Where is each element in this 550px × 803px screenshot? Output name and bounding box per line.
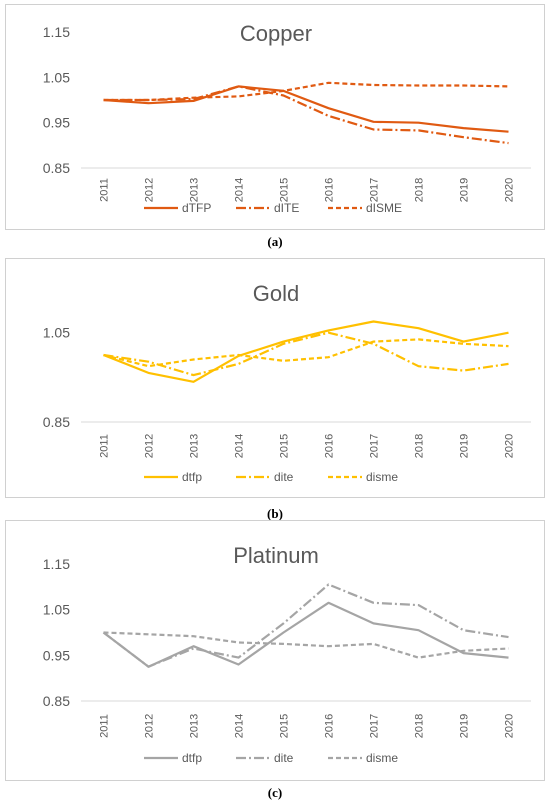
series-line-dISME [103, 81, 509, 102]
caption-a: (a) [267, 234, 283, 249]
chart-panel-gold: Gold 1.05 0.85 2011 2012 2013 2014 2015 2016 2017… [5, 258, 545, 498]
legend-item-dite: dite [236, 751, 294, 765]
copper-chart: Copper 1.15 1.05 0.95 0.85 2011 2012 2013 2014 20… [43, 21, 531, 215]
x-tick-label: 2012 [144, 178, 156, 202]
legend-label: dISME [366, 201, 402, 215]
legend-label: dite [274, 751, 294, 765]
series-line-disme [103, 631, 509, 659]
legend-item-disme: disme [328, 470, 398, 484]
x-tick-label: 2013 [189, 178, 201, 202]
legend-label: dITE [274, 201, 299, 215]
x-tick-label: 2016 [324, 714, 336, 738]
legend-item-dtfp: dtfp [144, 751, 202, 765]
x-tick-label: 2017 [369, 714, 381, 738]
legend-item-dITE: dITE [236, 201, 299, 215]
legend-label: dTFP [182, 201, 211, 215]
x-tick-label: 2011 [99, 714, 111, 738]
x-tick-label: 2017 [369, 434, 381, 458]
x-tick-label: 2017 [369, 178, 381, 202]
x-tick-label: 2013 [189, 714, 201, 738]
legend-item-dTFP: dTFP [144, 201, 211, 215]
chart-title: Copper [240, 21, 312, 46]
y-tick-label: 0.95 [43, 647, 70, 663]
y-tick-label: 1.05 [43, 602, 70, 618]
legend-label: disme [366, 751, 398, 765]
series-line-dTFP [103, 85, 509, 133]
caption-b: (b) [267, 506, 283, 521]
x-tick-label: 2014 [234, 434, 246, 458]
x-tick-label: 2012 [144, 714, 156, 738]
x-tick-label: 2018 [414, 714, 426, 738]
x-tick-label: 2013 [189, 434, 201, 458]
y-tick-label: 1.15 [43, 24, 70, 40]
x-tick-label: 2019 [459, 178, 471, 202]
series-line-dite [103, 331, 509, 377]
chart-title: Gold [253, 281, 299, 306]
x-tick-label: 2020 [504, 434, 516, 458]
gold-chart: Gold 1.05 0.85 2011 2012 2013 2014 2015 2016 2017… [43, 281, 531, 484]
series-line-dtfp [103, 320, 509, 383]
x-tick-label: 2014 [234, 178, 246, 202]
chart-panel-copper: Copper 1.15 1.05 0.95 0.85 2011 2012 2013 2014 20… [5, 4, 545, 230]
legend-label: disme [366, 470, 398, 484]
legend-label: dtfp [182, 751, 202, 765]
legend-label: dite [274, 470, 294, 484]
x-tick-label: 2015 [279, 434, 291, 458]
chart-title: Platinum [233, 543, 319, 568]
legend-item-disme: disme [328, 751, 398, 765]
y-tick-label: 1.15 [43, 556, 70, 572]
platinum-chart: Platinum 1.15 1.05 0.95 0.85 2011 2012 2013 2014… [43, 543, 531, 765]
legend-label: dtfp [182, 470, 202, 484]
x-tick-label: 2015 [279, 178, 291, 202]
legend-item-dtfp: dtfp [144, 470, 202, 484]
y-tick-label: 0.85 [43, 160, 70, 176]
x-tick-label: 2018 [414, 434, 426, 458]
x-tick-label: 2012 [144, 434, 156, 458]
x-tick-label: 2011 [99, 178, 111, 202]
y-tick-label: 0.85 [43, 693, 70, 709]
x-tick-label: 2020 [504, 178, 516, 202]
series-line-dITE [103, 85, 509, 145]
x-tick-label: 2019 [459, 714, 471, 738]
x-tick-label: 2016 [324, 434, 336, 458]
legend-item-dISME: dISME [328, 201, 402, 215]
caption-c: (c) [267, 785, 283, 800]
x-tick-label: 2014 [234, 714, 246, 738]
x-tick-label: 2015 [279, 714, 291, 738]
series-line-disme [103, 338, 509, 368]
y-tick-label: 0.95 [43, 115, 70, 131]
y-tick-label: 1.05 [43, 69, 70, 85]
chart-panel-platinum: Platinum 1.15 1.05 0.95 0.85 2011 2012 2013 2014… [5, 520, 545, 781]
x-tick-label: 2020 [504, 714, 516, 738]
y-tick-label: 0.85 [43, 414, 70, 430]
x-tick-label: 2018 [414, 178, 426, 202]
x-tick-label: 2011 [99, 434, 111, 458]
legend-item-dite: dite [236, 470, 294, 484]
y-tick-label: 1.05 [43, 325, 70, 341]
x-tick-label: 2016 [324, 178, 336, 202]
x-tick-label: 2019 [459, 434, 471, 458]
series-line-dite [102, 583, 509, 668]
